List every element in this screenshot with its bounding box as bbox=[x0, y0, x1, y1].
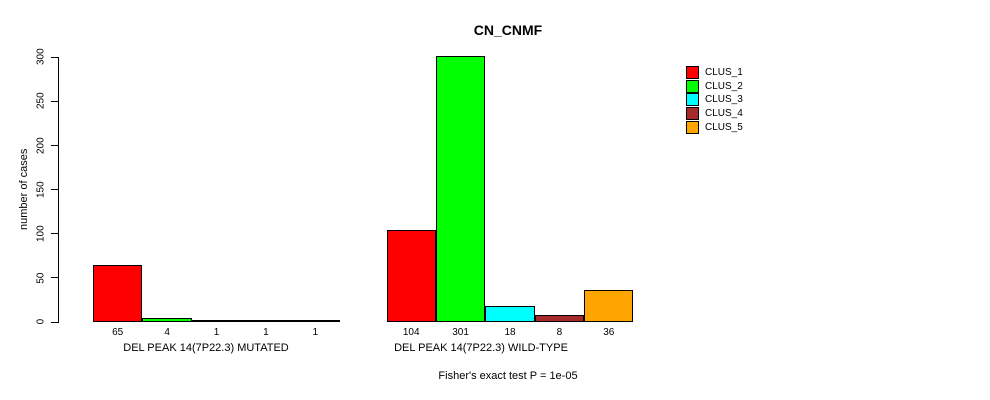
y-axis-tick bbox=[51, 56, 59, 58]
y-axis-tick bbox=[51, 233, 59, 235]
bar-clus_1-group1 bbox=[93, 265, 143, 322]
legend-label: CLUS_1 bbox=[705, 67, 743, 79]
legend-label: CLUS_3 bbox=[705, 94, 743, 106]
y-axis-tick bbox=[51, 321, 59, 323]
bar-clus_4-group2 bbox=[534, 315, 585, 322]
legend-item: CLUS_3 bbox=[686, 93, 743, 107]
legend-color-swatch bbox=[686, 66, 699, 80]
y-axis-tick-label: 300 bbox=[35, 48, 47, 66]
legend-label: CLUS_2 bbox=[705, 80, 743, 92]
y-axis-tick bbox=[51, 100, 59, 102]
legend-color-swatch bbox=[686, 107, 699, 121]
legend-item: CLUS_1 bbox=[686, 66, 743, 80]
x-axis-group-label: DEL PEAK 14(7P22.3) WILD-TYPE bbox=[394, 342, 568, 354]
x-axis-group-label: DEL PEAK 14(7P22.3) MUTATED bbox=[123, 342, 289, 354]
y-axis-tick-label: 200 bbox=[35, 137, 47, 154]
bar-value-label: 301 bbox=[452, 327, 469, 338]
legend-color-swatch bbox=[686, 120, 699, 134]
legend-item: CLUS_2 bbox=[686, 79, 743, 94]
bar-value-label: 1 bbox=[312, 327, 319, 338]
bar-clus_4-group1 bbox=[241, 320, 291, 322]
bar-value-label: 18 bbox=[504, 327, 516, 338]
plot-area: number of cases 0 50 100 150 200 250 300 65 4 1 1 1… bbox=[18, 49, 959, 354]
legend-label: CLUS_5 bbox=[705, 121, 743, 133]
bar-clus_2-group1 bbox=[142, 318, 192, 322]
bar-clus_1-group2 bbox=[386, 230, 436, 322]
bar-value-label: 104 bbox=[402, 327, 420, 338]
y-axis-title: number of cases bbox=[18, 148, 30, 231]
y-axis-tick-label: 150 bbox=[35, 181, 47, 198]
bar-value-label: 4 bbox=[164, 327, 170, 338]
y-axis-tick-label: 0 bbox=[35, 319, 47, 325]
bar-value-label: 1 bbox=[213, 327, 220, 338]
legend-label: CLUS_4 bbox=[705, 108, 743, 120]
legend-color-swatch bbox=[686, 79, 699, 93]
bar-value-label: 1 bbox=[263, 327, 269, 338]
legend-item: CLUS_5 bbox=[686, 120, 743, 134]
fisher-test-annotation: Fisher's exact test P = 1e-05 bbox=[438, 370, 578, 382]
y-axis-tick bbox=[51, 277, 59, 279]
bar-clus_2-group2 bbox=[435, 56, 486, 322]
bar-value-label: 8 bbox=[556, 327, 563, 338]
y-axis-tick-label: 50 bbox=[35, 272, 47, 284]
y-axis-tick-label: 100 bbox=[35, 225, 47, 243]
chart-title: CN_CNMF bbox=[473, 22, 543, 38]
bar-clus_3-group1 bbox=[191, 320, 242, 322]
bar-clus_5-group1 bbox=[290, 320, 340, 322]
bar-clus_5-group2 bbox=[584, 290, 634, 322]
legend: CLUS_1 CLUS_2 CLUS_3 CLUS_4 CLUS_5 bbox=[686, 66, 743, 134]
bar-value-label: 65 bbox=[112, 327, 124, 338]
y-axis-tick bbox=[51, 189, 59, 190]
legend-item: CLUS_4 bbox=[686, 107, 743, 121]
bar-clus_3-group2 bbox=[485, 306, 535, 322]
bar-value-label: 36 bbox=[603, 327, 615, 338]
legend-color-swatch bbox=[686, 93, 699, 107]
y-axis-tick-label: 250 bbox=[35, 92, 47, 110]
y-axis-tick bbox=[51, 144, 59, 146]
